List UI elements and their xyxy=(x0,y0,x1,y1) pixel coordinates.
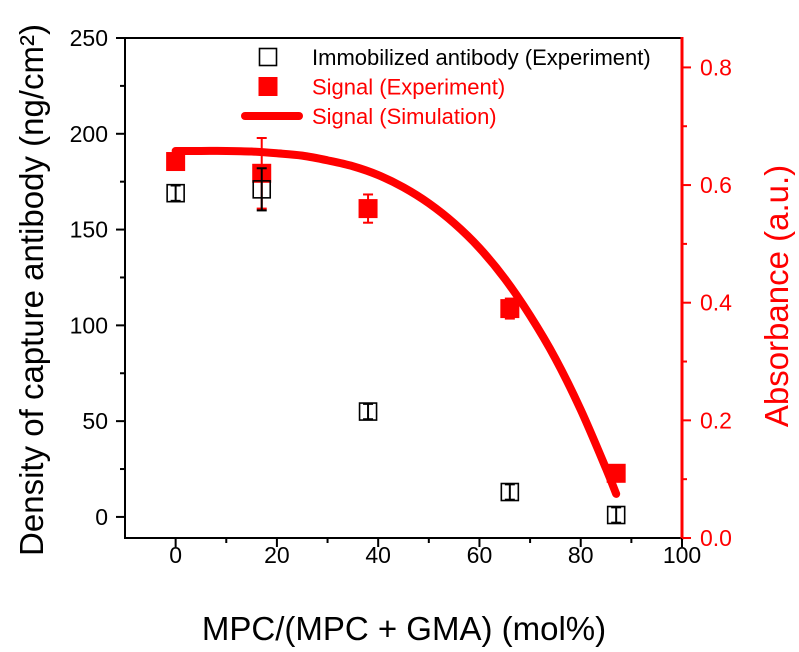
data-point-immobilized-antibody-experiment xyxy=(500,482,520,502)
left-y-tick-label: 100 xyxy=(70,312,108,338)
left-y-axis-title: Density of capture antibody (ng/cm²) xyxy=(13,24,50,556)
legend-label: Signal (Simulation) xyxy=(312,104,497,129)
right-y-tick-label: 0.6 xyxy=(700,172,732,198)
x-tick-label: 20 xyxy=(264,542,290,568)
right-y-tick-label: 0.8 xyxy=(700,54,732,80)
right-y-tick-label: 0.4 xyxy=(700,290,732,316)
data-point-signal-experiment xyxy=(166,152,186,172)
x-tick-label: 60 xyxy=(467,542,493,568)
right-y-tick-label: 0.0 xyxy=(700,525,732,551)
legend-symbol-square xyxy=(258,47,278,67)
legend-item-signal-experiment: Signal (Experiment) xyxy=(258,75,505,100)
x-tick-label: 100 xyxy=(663,542,701,568)
axis-titles: MPC/(MPC + GMA) (mol%) Density of captur… xyxy=(13,24,795,647)
plot-area xyxy=(166,137,626,525)
error-bar xyxy=(256,167,267,212)
left-y-tick-label: 250 xyxy=(70,25,108,51)
legend-symbol-square xyxy=(258,77,278,96)
legend-label: Signal (Experiment) xyxy=(312,75,505,100)
series-immobilized-antibody-experiment xyxy=(166,167,626,525)
error-bar xyxy=(504,483,515,501)
data-point-immobilized-antibody-experiment xyxy=(358,402,378,421)
error-bar xyxy=(170,184,181,202)
simulation-curve xyxy=(171,146,621,498)
data-point-immobilized-antibody-experiment xyxy=(252,180,272,199)
data-point-immobilized-antibody-experiment xyxy=(166,183,185,203)
legend: Immobilized antibody (Experiment) Signal … xyxy=(241,45,651,129)
left-y-tick-label: 0 xyxy=(95,504,108,530)
legend-label: Immobilized antibody (Experiment) xyxy=(312,45,651,70)
data-point-signal-experiment xyxy=(606,463,626,483)
data-point-signal-experiment xyxy=(358,199,378,219)
left-y-tick-label: 200 xyxy=(70,121,108,147)
series-signal-simulation xyxy=(171,146,621,498)
data-point-signal-experiment xyxy=(500,299,520,319)
left-y-tick-label: 150 xyxy=(70,217,108,243)
right-y-tick-label: 0.2 xyxy=(700,407,732,433)
series-signal-experiment xyxy=(166,137,626,483)
left-y-tick-label: 50 xyxy=(82,408,108,434)
axes: 0 20 40 60 80 100 0 50 100 150 200 250 0.0 0.2 0.4 0.6 0… xyxy=(70,25,733,568)
data-point-immobilized-antibody-experiment xyxy=(606,505,626,525)
legend-item-signal-simulation: Signal (Simulation) xyxy=(241,104,497,129)
error-bar xyxy=(363,402,374,421)
x-tick-label: 80 xyxy=(568,542,594,568)
error-bar xyxy=(611,506,622,524)
x-tick-label: 40 xyxy=(365,542,391,568)
x-axis-title: MPC/(MPC + GMA) (mol%) xyxy=(202,610,606,647)
x-tick-label: 0 xyxy=(169,542,182,568)
legend-item-immobilized-antibody-experiment: Immobilized antibody (Experiment) xyxy=(258,45,651,70)
right-y-axis-title: Absorbance (a.u.) xyxy=(758,165,795,427)
